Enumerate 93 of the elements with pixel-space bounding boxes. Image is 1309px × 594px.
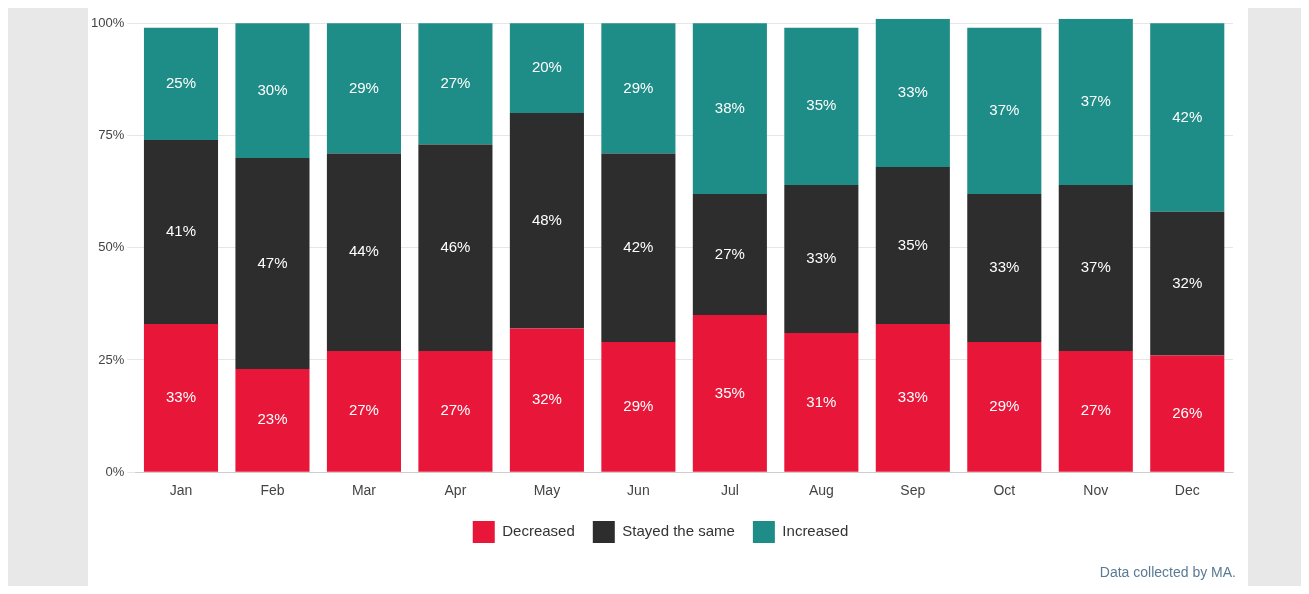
text: Data collected by MA. bbox=[1099, 564, 1236, 580]
x-tick-label: Oct bbox=[993, 482, 1016, 499]
bar bbox=[143, 140, 219, 325]
bar bbox=[601, 23, 676, 154]
data-label: 37% bbox=[1080, 258, 1111, 276]
x-tick-label: Apr bbox=[444, 482, 467, 499]
data-label: 33% bbox=[989, 258, 1020, 276]
bar bbox=[692, 23, 767, 194]
bar bbox=[1150, 23, 1225, 212]
bar bbox=[509, 23, 584, 114]
data-label: 29% bbox=[989, 397, 1020, 414]
data-label: 23% bbox=[257, 410, 288, 428]
bar bbox=[418, 23, 493, 145]
data-label: 27% bbox=[440, 401, 471, 419]
bar bbox=[1058, 18, 1133, 185]
bar bbox=[784, 184, 859, 334]
bar bbox=[875, 324, 950, 472]
x-tick-label: Nov bbox=[1083, 482, 1109, 499]
data-label: 29% bbox=[623, 78, 654, 96]
bar bbox=[784, 333, 859, 472]
bar bbox=[1058, 350, 1133, 472]
data-label: 33% bbox=[165, 388, 196, 406]
data-label: 46% bbox=[440, 237, 471, 255]
bar bbox=[326, 350, 401, 472]
bar bbox=[784, 27, 859, 185]
data-label: 42% bbox=[623, 237, 654, 255]
data-label: 42% bbox=[1172, 107, 1203, 125]
bar bbox=[143, 27, 219, 141]
data-label: 37% bbox=[1080, 91, 1111, 109]
data-label: 35% bbox=[806, 96, 837, 114]
bar bbox=[418, 350, 493, 472]
data-label: 27% bbox=[1080, 401, 1111, 419]
data-label: 31% bbox=[806, 392, 837, 410]
bar bbox=[1150, 355, 1225, 472]
bar bbox=[967, 193, 1042, 343]
bar bbox=[967, 27, 1042, 194]
legend-label: Decreased bbox=[502, 522, 575, 540]
x-tick-label: Mar bbox=[351, 482, 377, 499]
bar bbox=[235, 23, 310, 158]
data-label: 33% bbox=[897, 83, 928, 101]
legend-label: Increased bbox=[782, 522, 849, 540]
data-label: 26% bbox=[1172, 403, 1203, 421]
legend-label: Stayed the same bbox=[622, 522, 735, 540]
bar bbox=[235, 157, 310, 369]
y-tick-label: 0% bbox=[105, 463, 125, 479]
bar bbox=[418, 144, 493, 351]
bar bbox=[509, 113, 584, 329]
x-tick-label: Jul bbox=[720, 482, 739, 499]
x-tick-label: Jun bbox=[627, 482, 650, 499]
data-label: 27% bbox=[714, 244, 745, 262]
bar bbox=[692, 193, 767, 316]
x-tick-label: Sep bbox=[900, 482, 926, 499]
data-label: 48% bbox=[531, 210, 562, 228]
x-tick-label: Jan bbox=[169, 482, 193, 499]
data-label: 29% bbox=[623, 397, 654, 414]
y-tick-label: 100% bbox=[91, 14, 125, 30]
x-tick-label: Dec bbox=[1174, 482, 1200, 499]
bar bbox=[326, 153, 401, 351]
x-tick-label: May bbox=[533, 482, 561, 499]
bar bbox=[692, 315, 767, 472]
bar bbox=[875, 166, 950, 325]
data-label: 47% bbox=[257, 253, 288, 271]
data-label: 32% bbox=[531, 390, 562, 408]
data-label: 29% bbox=[348, 78, 379, 96]
bar bbox=[875, 18, 950, 167]
data-label: 33% bbox=[897, 388, 928, 406]
y-tick-label: 25% bbox=[98, 351, 125, 367]
data-label: 37% bbox=[989, 100, 1020, 118]
data-label: 25% bbox=[165, 74, 196, 92]
data-label: 41% bbox=[165, 222, 196, 240]
x-tick-label: Feb bbox=[260, 482, 285, 499]
y-tick-label: 50% bbox=[98, 239, 125, 255]
data-label: 27% bbox=[348, 401, 379, 419]
bar bbox=[967, 342, 1042, 472]
data-label: 20% bbox=[531, 58, 562, 76]
x-tick-label: Aug bbox=[808, 482, 834, 499]
data-label: 35% bbox=[714, 383, 745, 401]
data-label: 44% bbox=[348, 242, 379, 260]
data-label: 38% bbox=[714, 98, 745, 116]
data-label: 33% bbox=[806, 249, 837, 267]
bar bbox=[235, 368, 310, 472]
data-label: 32% bbox=[1172, 273, 1203, 291]
bar bbox=[1058, 184, 1133, 351]
bar bbox=[509, 328, 584, 472]
y-tick-label: 75% bbox=[98, 127, 125, 143]
bar bbox=[1150, 211, 1225, 356]
bar bbox=[143, 324, 219, 472]
bar bbox=[326, 23, 401, 154]
bar bbox=[601, 342, 676, 472]
data-label: 30% bbox=[257, 80, 288, 98]
data-label: 35% bbox=[897, 235, 928, 253]
data-label: 27% bbox=[440, 74, 471, 92]
bar bbox=[601, 153, 676, 343]
